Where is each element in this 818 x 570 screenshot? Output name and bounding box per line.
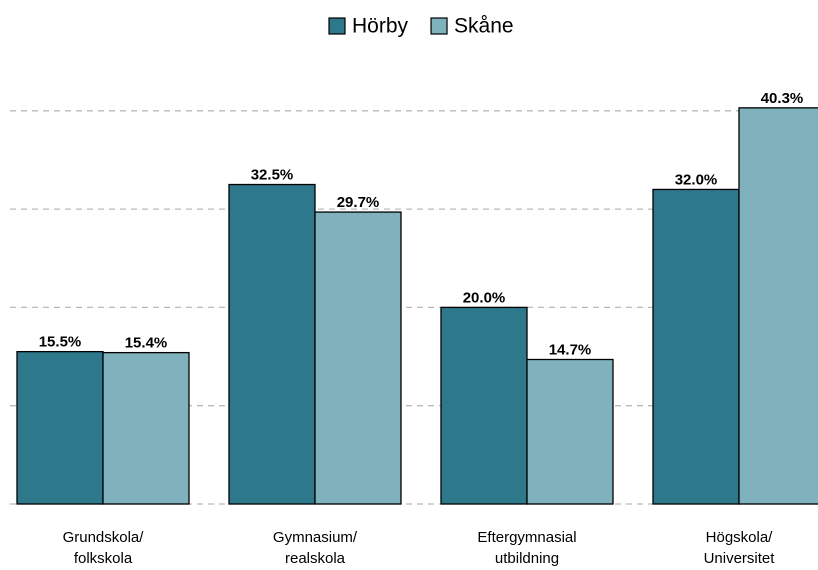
x-tick-label-line: realskola: [285, 550, 346, 567]
bar: [102, 351, 190, 505]
x-tick-label-line: Grundskola/: [63, 529, 145, 546]
legend-label: Hörby: [352, 15, 409, 38]
value-label: 32.0%: [675, 171, 718, 188]
value-label: 14.7%: [549, 341, 592, 358]
value-label: 40.3%: [761, 90, 804, 107]
bar: [314, 211, 402, 505]
x-tick-label: Eftergymnasial utbildning: [477, 529, 576, 567]
x-tick-label-line: Universitet: [704, 550, 776, 567]
x-tick-label: Grundskola/folkskola: [63, 529, 145, 567]
x-tick-label-line: Högskola/: [706, 529, 774, 546]
value-label: 15.5%: [39, 334, 82, 351]
x-tick-label: Högskola/Universitet: [704, 529, 776, 567]
bar: [440, 306, 528, 505]
bar: [652, 188, 740, 505]
bar: [228, 183, 316, 505]
value-label: 32.5%: [251, 166, 294, 183]
x-tick-label-line: Gymnasium/: [273, 529, 358, 546]
value-label: 15.4%: [125, 335, 168, 352]
x-tick-label-line: utbildning: [495, 550, 559, 567]
legend-swatch: [430, 17, 448, 35]
legend-label: Skåne: [454, 15, 514, 38]
bar: [738, 107, 818, 505]
value-label: 29.7%: [337, 194, 380, 211]
x-tick-label: Gymnasium/realskola: [273, 529, 358, 567]
bar: [526, 358, 614, 505]
x-tick-label-line: folkskola: [74, 550, 133, 567]
x-tick-label-line: Eftergymnasial: [477, 529, 576, 546]
bar: [16, 350, 104, 505]
value-label: 20.0%: [463, 289, 506, 306]
legend-swatch: [328, 17, 346, 35]
